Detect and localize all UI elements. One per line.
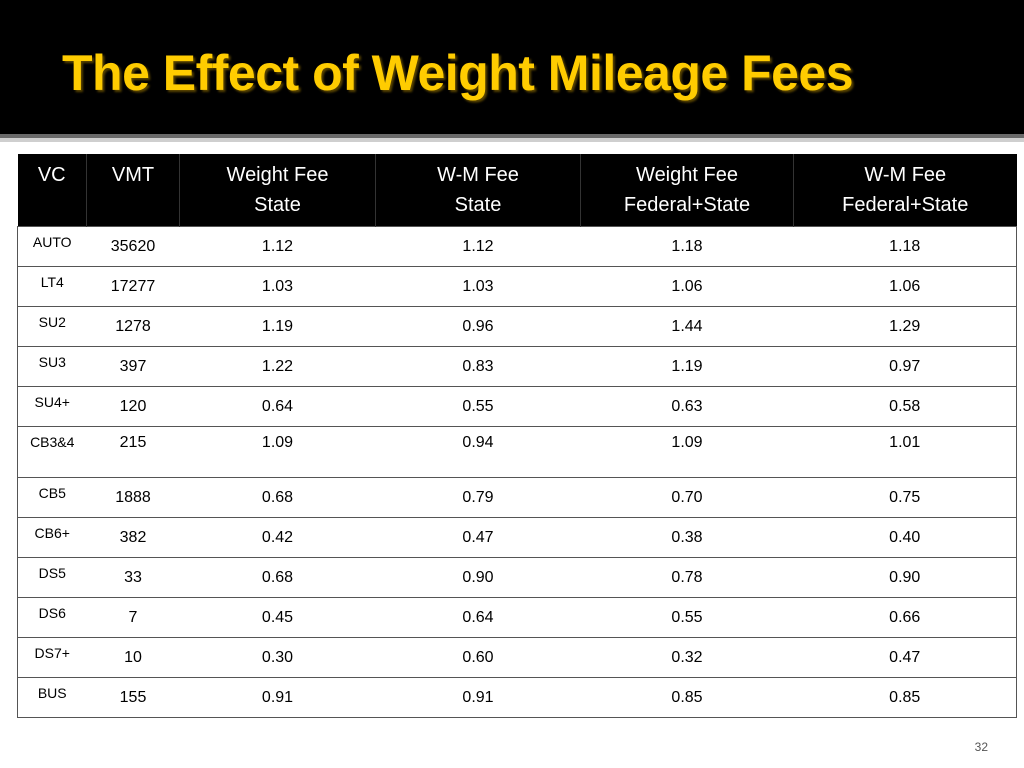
table-row: AUTO 35620 1.12 1.12 1.18 1.18 [17,226,1017,267]
weight-fee-state-cell: 0.30 [179,637,376,678]
table-row: SU4+ 120 0.64 0.55 0.63 0.58 [17,386,1017,427]
wm-fee-state-cell: 0.47 [375,517,581,558]
table-row: CB6+ 382 0.42 0.47 0.38 0.40 [17,517,1017,558]
wm-fee-federal-state-cell: 0.75 [793,477,1017,518]
wm-fee-federal-state-cell: 1.29 [793,306,1017,347]
weight-fee-federal-state-cell: 1.09 [580,426,794,478]
wm-fee-state-cell: 0.90 [375,557,581,598]
vmt-cell: 1278 [86,306,180,347]
weight-fee-federal-state-cell: 0.32 [580,637,794,678]
title-bar: The Effect of Weight Mileage Fees [0,0,1024,134]
page-number: 32 [974,740,988,754]
wm-fee-federal-state-cell: 0.97 [793,346,1017,387]
wm-fee-state-cell: 1.03 [375,266,581,307]
column-header-weight-fee-state: Weight Fee State [179,154,376,227]
table-row: SU3 397 1.22 0.83 1.19 0.97 [17,346,1017,387]
column-header-vmt: VMT [86,154,180,227]
weight-fee-state-cell: 0.68 [179,557,376,598]
wm-fee-state-cell: 0.83 [375,346,581,387]
title-divider-light [0,138,1024,142]
wm-fee-federal-state-cell: 0.66 [793,597,1017,638]
slide-title: The Effect of Weight Mileage Fees [62,45,854,101]
vmt-cell: 7 [86,597,180,638]
wm-fee-federal-state-cell: 0.58 [793,386,1017,427]
wm-fee-state-cell: 0.91 [375,677,581,718]
wm-fee-state-cell: 0.55 [375,386,581,427]
vehicle-class-cell: DS5 [17,557,87,598]
weight-fee-federal-state-cell: 1.06 [580,266,794,307]
weight-fee-federal-state-cell: 1.18 [580,226,794,267]
vmt-cell: 35620 [86,226,180,267]
weight-fee-federal-state-cell: 0.70 [580,477,794,518]
vehicle-class-cell: BUS [17,677,87,718]
column-header-wm-fee-state: W-M Fee State [375,154,581,227]
wm-fee-state-cell: 0.79 [375,477,581,518]
table-row: SU2 1278 1.19 0.96 1.44 1.29 [17,306,1017,347]
vehicle-class-cell: DS6 [17,597,87,638]
table-row: CB5 1888 0.68 0.79 0.70 0.75 [17,477,1017,518]
weight-fee-federal-state-cell: 1.19 [580,346,794,387]
wm-fee-state-cell: 0.64 [375,597,581,638]
title-divider [0,134,1024,138]
vehicle-class-cell: AUTO [17,226,87,267]
weight-fee-state-cell: 0.68 [179,477,376,518]
table-row: DS7+ 10 0.30 0.60 0.32 0.47 [17,637,1017,678]
vmt-cell: 17277 [86,266,180,307]
weight-fee-federal-state-cell: 0.38 [580,517,794,558]
column-header-wm-fee-federal-state: W-M Fee Federal+State [793,154,1017,227]
vmt-cell: 1888 [86,477,180,518]
wm-fee-federal-state-cell: 0.90 [793,557,1017,598]
vmt-cell: 382 [86,517,180,558]
table-row: DS5 33 0.68 0.90 0.78 0.90 [17,557,1017,598]
vmt-cell: 397 [86,346,180,387]
table-header-row: VC VMT Weight Fee State W-M Fee State We… [17,154,1017,227]
wm-fee-federal-state-cell: 1.18 [793,226,1017,267]
table-body: AUTO 35620 1.12 1.12 1.18 1.18 LT4 17277 1.03 1.0… [17,226,1017,718]
wm-fee-state-cell: 0.94 [375,426,581,478]
vehicle-class-cell: SU4+ [17,386,87,427]
weight-fee-state-cell: 1.19 [179,306,376,347]
weight-fee-federal-state-cell: 0.78 [580,557,794,598]
weight-fee-state-cell: 1.03 [179,266,376,307]
weight-fee-state-cell: 0.91 [179,677,376,718]
vmt-cell: 33 [86,557,180,598]
wm-fee-federal-state-cell: 0.40 [793,517,1017,558]
wm-fee-federal-state-cell: 0.85 [793,677,1017,718]
table-row: LT4 17277 1.03 1.03 1.06 1.06 [17,266,1017,307]
vehicle-class-cell: SU3 [17,346,87,387]
table-row: BUS 155 0.91 0.91 0.85 0.85 [17,677,1017,718]
weight-fee-state-cell: 1.22 [179,346,376,387]
wm-fee-state-cell: 1.12 [375,226,581,267]
vmt-cell: 10 [86,637,180,678]
weight-fee-federal-state-cell: 0.55 [580,597,794,638]
table-row: DS6 7 0.45 0.64 0.55 0.66 [17,597,1017,638]
fee-table: VC VMT Weight Fee State W-M Fee State We… [17,154,1017,718]
vehicle-class-cell: CB5 [17,477,87,518]
weight-fee-federal-state-cell: 1.44 [580,306,794,347]
wm-fee-state-cell: 0.96 [375,306,581,347]
wm-fee-state-cell: 0.60 [375,637,581,678]
wm-fee-federal-state-cell: 1.06 [793,266,1017,307]
wm-fee-federal-state-cell: 1.01 [793,426,1017,478]
vehicle-class-cell: CB6+ [17,517,87,558]
vehicle-class-cell: DS7+ [17,637,87,678]
weight-fee-state-cell: 1.12 [179,226,376,267]
vehicle-class-cell: SU2 [17,306,87,347]
weight-fee-state-cell: 0.42 [179,517,376,558]
vmt-cell: 215 [86,426,180,478]
weight-fee-state-cell: 0.45 [179,597,376,638]
table-row: CB3&4 215 1.09 0.94 1.09 1.01 [17,426,1017,478]
column-header-vc: VC [17,154,87,227]
vmt-cell: 120 [86,386,180,427]
weight-fee-federal-state-cell: 0.63 [580,386,794,427]
weight-fee-state-cell: 0.64 [179,386,376,427]
vehicle-class-cell: LT4 [17,266,87,307]
wm-fee-federal-state-cell: 0.47 [793,637,1017,678]
weight-fee-state-cell: 1.09 [179,426,376,478]
vmt-cell: 155 [86,677,180,718]
weight-fee-federal-state-cell: 0.85 [580,677,794,718]
column-header-weight-fee-federal-state: Weight Fee Federal+State [580,154,794,227]
vehicle-class-cell: CB3&4 [17,426,87,478]
